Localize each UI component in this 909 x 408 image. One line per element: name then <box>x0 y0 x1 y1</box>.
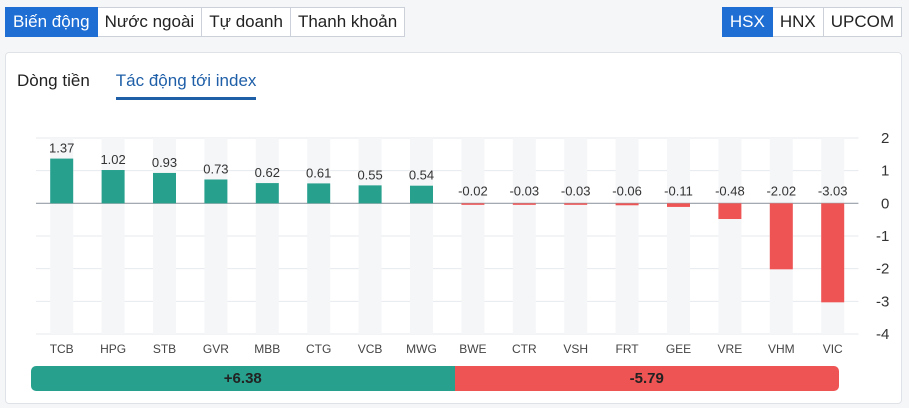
tab-hsx[interactable]: HSX <box>721 7 773 37</box>
y-tick-label: -4 <box>876 326 889 343</box>
y-tick-label: 0 <box>881 195 889 212</box>
category-label: FRT <box>616 342 640 356</box>
category-column <box>461 138 485 334</box>
chart-panel: Dòng tiền Tác động tới index 2 1 0 -1 -2 -3 -4… <box>5 52 902 404</box>
bar-stb <box>153 172 176 204</box>
category-label: VSH <box>563 342 588 356</box>
exchange-tabs: HSX HNX UPCOM <box>721 7 902 37</box>
tab-tu-doanh[interactable]: Tự doanh <box>201 7 291 37</box>
bar-bwe <box>461 203 485 205</box>
category-label: TCB <box>50 342 74 356</box>
category-column <box>564 138 588 334</box>
value-label: 0.54 <box>409 168 434 183</box>
value-label: 0.73 <box>203 161 228 176</box>
category-label: CTR <box>512 342 537 356</box>
value-label: 0.55 <box>357 167 382 182</box>
tab-hnx[interactable]: HNX <box>771 7 824 37</box>
value-label: 0.93 <box>152 155 177 170</box>
tab-thanh-khoan[interactable]: Thanh khoản <box>289 7 406 37</box>
tab-dong-tien[interactable]: Dòng tiền <box>17 71 90 90</box>
bar-tcb <box>50 158 74 204</box>
category-label: HPG <box>100 342 126 356</box>
bar-hpg <box>101 170 125 204</box>
value-label: 0.62 <box>255 165 280 180</box>
bar-ctg <box>307 183 331 204</box>
category-column <box>101 138 125 334</box>
tab-tac-dong-index[interactable]: Tác động tới index <box>115 71 257 100</box>
category-label: STB <box>153 342 176 356</box>
value-label: -3.03 <box>818 183 848 198</box>
category-label: VHM <box>768 342 795 356</box>
bar-vsh <box>564 203 588 205</box>
value-label: -0.03 <box>561 183 591 198</box>
index-impact-chart: 2 1 0 -1 -2 -3 -4 1.37 TCB 1.02 HPG 0.93 STB 0.73 GVR 0… <box>36 130 889 356</box>
category-column <box>512 138 536 334</box>
summary-bar: +6.38 -5.79 <box>31 366 839 391</box>
value-label: -0.48 <box>715 183 745 198</box>
summary-positive: +6.38 <box>31 366 455 391</box>
bar-mwg <box>410 185 433 204</box>
y-tick-label: -2 <box>876 261 889 278</box>
category-label: VCB <box>358 342 383 356</box>
value-label: 1.37 <box>49 141 74 156</box>
value-label: -0.03 <box>509 183 539 198</box>
bar-vcb <box>358 185 382 204</box>
summary-negative: -5.79 <box>454 366 839 391</box>
value-label: -0.11 <box>664 183 693 198</box>
y-tick-label: -3 <box>876 293 889 310</box>
bar-ctr <box>512 203 536 205</box>
category-label: GVR <box>203 342 229 356</box>
value-label: 0.61 <box>306 165 331 180</box>
bar-gvr <box>204 179 228 204</box>
tab-bien-dong[interactable]: Biến động <box>5 7 98 37</box>
bar-vhm <box>769 203 793 270</box>
value-label: -0.02 <box>458 183 488 198</box>
bar-gee <box>667 203 690 207</box>
bar-vre <box>718 203 742 220</box>
value-label: -2.02 <box>766 183 796 198</box>
category-label: VIC <box>823 342 843 356</box>
value-label: -0.06 <box>612 183 642 198</box>
sub-tabs: Dòng tiền Tác động tới index <box>17 71 282 100</box>
category-column <box>667 138 690 334</box>
category-label: CTG <box>306 342 331 356</box>
category-label: VRE <box>718 342 743 356</box>
bar-vic <box>821 203 845 303</box>
category-label: MWG <box>406 342 437 356</box>
analysis-tabs: Biến động Nước ngoài Tự doanh Thanh khoả… <box>5 7 406 37</box>
y-tick-label: -1 <box>876 228 889 245</box>
category-label: GEE <box>666 342 691 356</box>
bar-frt <box>615 203 639 206</box>
category-column <box>615 138 639 334</box>
category-label: MBB <box>254 342 280 356</box>
category-column <box>718 138 742 334</box>
tab-nuoc-ngoai[interactable]: Nước ngoài <box>96 7 203 37</box>
value-label: 1.02 <box>100 152 125 167</box>
bar-mbb <box>255 183 279 204</box>
category-label: BWE <box>459 342 486 356</box>
tab-upcom[interactable]: UPCOM <box>822 7 902 37</box>
y-tick-label: 2 <box>881 130 889 147</box>
y-tick-label: 1 <box>881 163 889 180</box>
